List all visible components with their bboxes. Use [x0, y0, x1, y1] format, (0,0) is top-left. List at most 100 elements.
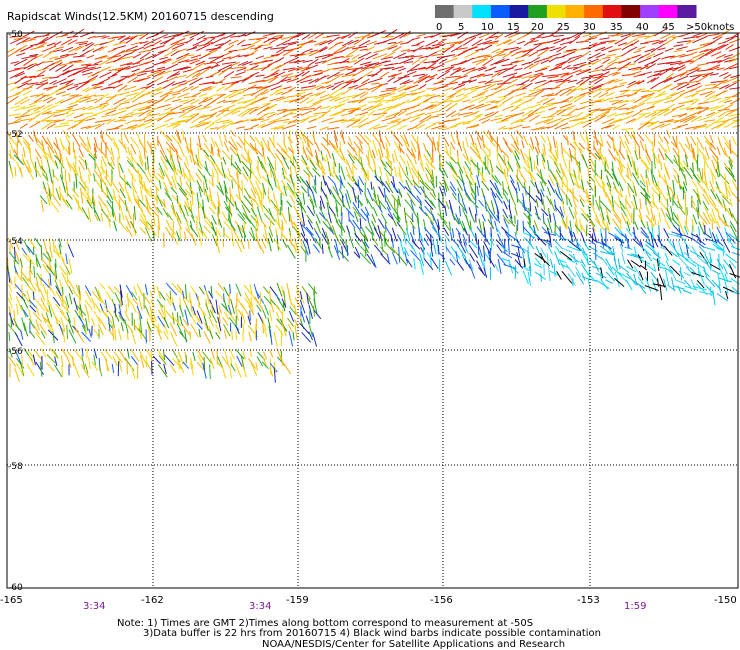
wind-barb [62, 130, 71, 139]
wind-barb [329, 226, 335, 235]
wind-barb [147, 99, 158, 104]
wind-barb [671, 93, 685, 103]
wind-barb [595, 31, 607, 37]
wind-barb [169, 85, 181, 91]
wind-barb [637, 121, 650, 131]
wind-barb [222, 231, 232, 241]
wind-barb [229, 348, 235, 360]
wind-barb [107, 285, 115, 294]
wind-barb [416, 195, 423, 203]
wind-barb [171, 80, 187, 86]
wind-barb [404, 251, 408, 264]
wind-barb [270, 47, 285, 50]
wind-barb [521, 51, 530, 58]
wind-barb [42, 315, 53, 327]
wind-barb [644, 149, 652, 162]
wind-barb [372, 207, 378, 217]
wind-barb [644, 134, 653, 145]
wind-barb [502, 187, 509, 196]
wind-barb [176, 218, 182, 230]
wind-barb [683, 148, 689, 159]
wind-barb [580, 207, 589, 219]
wind-barb [211, 169, 215, 178]
wind-barb [335, 174, 346, 189]
wind-barb [594, 78, 604, 85]
wind-barb [275, 91, 284, 95]
wind-barb [463, 227, 469, 236]
wind-barb [686, 82, 701, 89]
wind-barb [42, 45, 57, 53]
wind-barb [105, 146, 113, 155]
wind-barb [588, 205, 591, 216]
wind-barb [215, 78, 226, 85]
wind-barb [289, 97, 301, 104]
wind-barb [321, 84, 332, 89]
wind-barb [91, 361, 99, 372]
wind-barb [527, 97, 536, 102]
wind-barb [412, 226, 415, 236]
wind-barb [295, 130, 302, 141]
wind-barb [353, 211, 359, 223]
wind-barb [13, 58, 28, 67]
wind-barb [613, 213, 622, 225]
wind-barb [496, 244, 503, 253]
wind-barb [611, 195, 615, 211]
wind-barb [54, 356, 58, 367]
wind-barb [229, 146, 238, 156]
wind-barb [653, 237, 659, 248]
wind-barb [281, 179, 288, 191]
wind-barb [379, 107, 392, 116]
wind-barb [419, 46, 431, 50]
wind-barb [29, 305, 37, 313]
wind-barb [423, 96, 434, 103]
wind-barb [82, 43, 95, 52]
wind-barb [29, 156, 36, 171]
wind-barb [101, 114, 111, 118]
wind-barb [514, 231, 518, 241]
wind-barb [84, 159, 88, 170]
wind-barb [451, 228, 455, 238]
wind-barb [281, 361, 292, 375]
wind-barb [502, 180, 505, 196]
wind-barb [598, 92, 609, 98]
wind-barb [217, 212, 220, 226]
wind-barb [282, 41, 298, 46]
wind-barb [540, 65, 550, 70]
wind-barb [680, 115, 695, 123]
wind-barb [242, 166, 249, 177]
wind-barb [20, 304, 27, 318]
wind-barb [600, 279, 609, 290]
wind-barb [698, 291, 714, 296]
wind-barb [541, 93, 555, 98]
wind-barb [346, 173, 354, 182]
wind-barb [339, 148, 346, 161]
wind-barb [692, 214, 698, 225]
wind-barb [471, 115, 481, 122]
wind-barb [236, 355, 243, 367]
wind-barb [216, 99, 227, 104]
wind-barb [185, 194, 190, 207]
wind-barb [549, 66, 563, 72]
wind-barb [561, 115, 577, 122]
wind-barb [273, 331, 278, 347]
wind-barb [268, 76, 279, 84]
wind-barb [124, 357, 135, 371]
wind-barb [483, 251, 491, 261]
wind-barb [663, 245, 673, 256]
wind-barb [594, 46, 606, 52]
wind-barb [488, 208, 499, 222]
wind-barb [328, 212, 332, 224]
wind-barb [560, 263, 570, 269]
wind-barb [353, 227, 358, 238]
wind-barb [657, 47, 666, 51]
wind-barb [404, 70, 417, 77]
wind-barb [716, 226, 724, 241]
wind-barb [585, 195, 593, 205]
wind-barb [653, 27, 668, 37]
wind-barb [53, 142, 60, 151]
wind-barb [237, 48, 246, 51]
wind-barb [619, 188, 623, 198]
wind-barb [410, 88, 420, 93]
wind-barb [552, 154, 558, 163]
wind-barb [75, 41, 89, 44]
